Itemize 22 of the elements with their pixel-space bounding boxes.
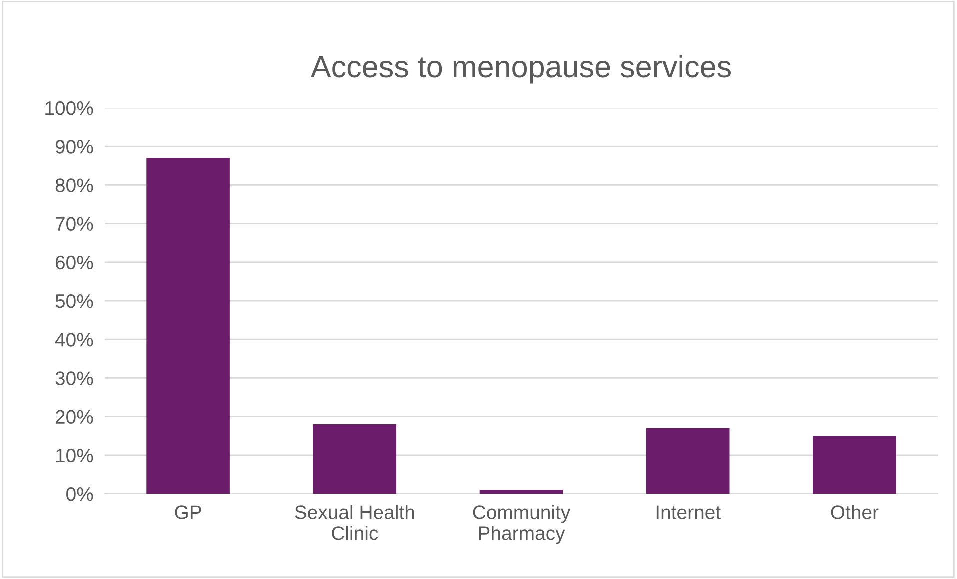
y-tick-label: 30% bbox=[56, 372, 94, 386]
bar bbox=[146, 158, 230, 494]
y-tick-label: 0% bbox=[66, 487, 94, 502]
y-tick-label: 70% bbox=[56, 217, 94, 232]
y-tick-label: 20% bbox=[56, 410, 94, 424]
x-tick-label: GP bbox=[175, 506, 202, 520]
chart-title: Access to menopause services bbox=[310, 55, 731, 84]
y-tick-label: 40% bbox=[55, 333, 94, 347]
y-tick-label: 10% bbox=[56, 448, 94, 463]
y-tick-label: 60% bbox=[56, 256, 94, 270]
bar bbox=[813, 436, 896, 494]
y-tick-label: 90% bbox=[56, 140, 94, 154]
bar bbox=[646, 428, 730, 494]
x-tick-label: Internet bbox=[656, 506, 721, 520]
bar bbox=[480, 490, 564, 494]
x-tick-label: Sexual Health Clinic bbox=[295, 505, 414, 540]
y-tick-label: 80% bbox=[56, 178, 94, 192]
x-tick-label: Other bbox=[831, 505, 879, 520]
bar bbox=[313, 424, 397, 494]
y-tick-label: 100% bbox=[46, 101, 94, 116]
y-tick-label: 50% bbox=[56, 294, 94, 308]
x-tick-label: Community Pharmacy bbox=[473, 505, 571, 544]
